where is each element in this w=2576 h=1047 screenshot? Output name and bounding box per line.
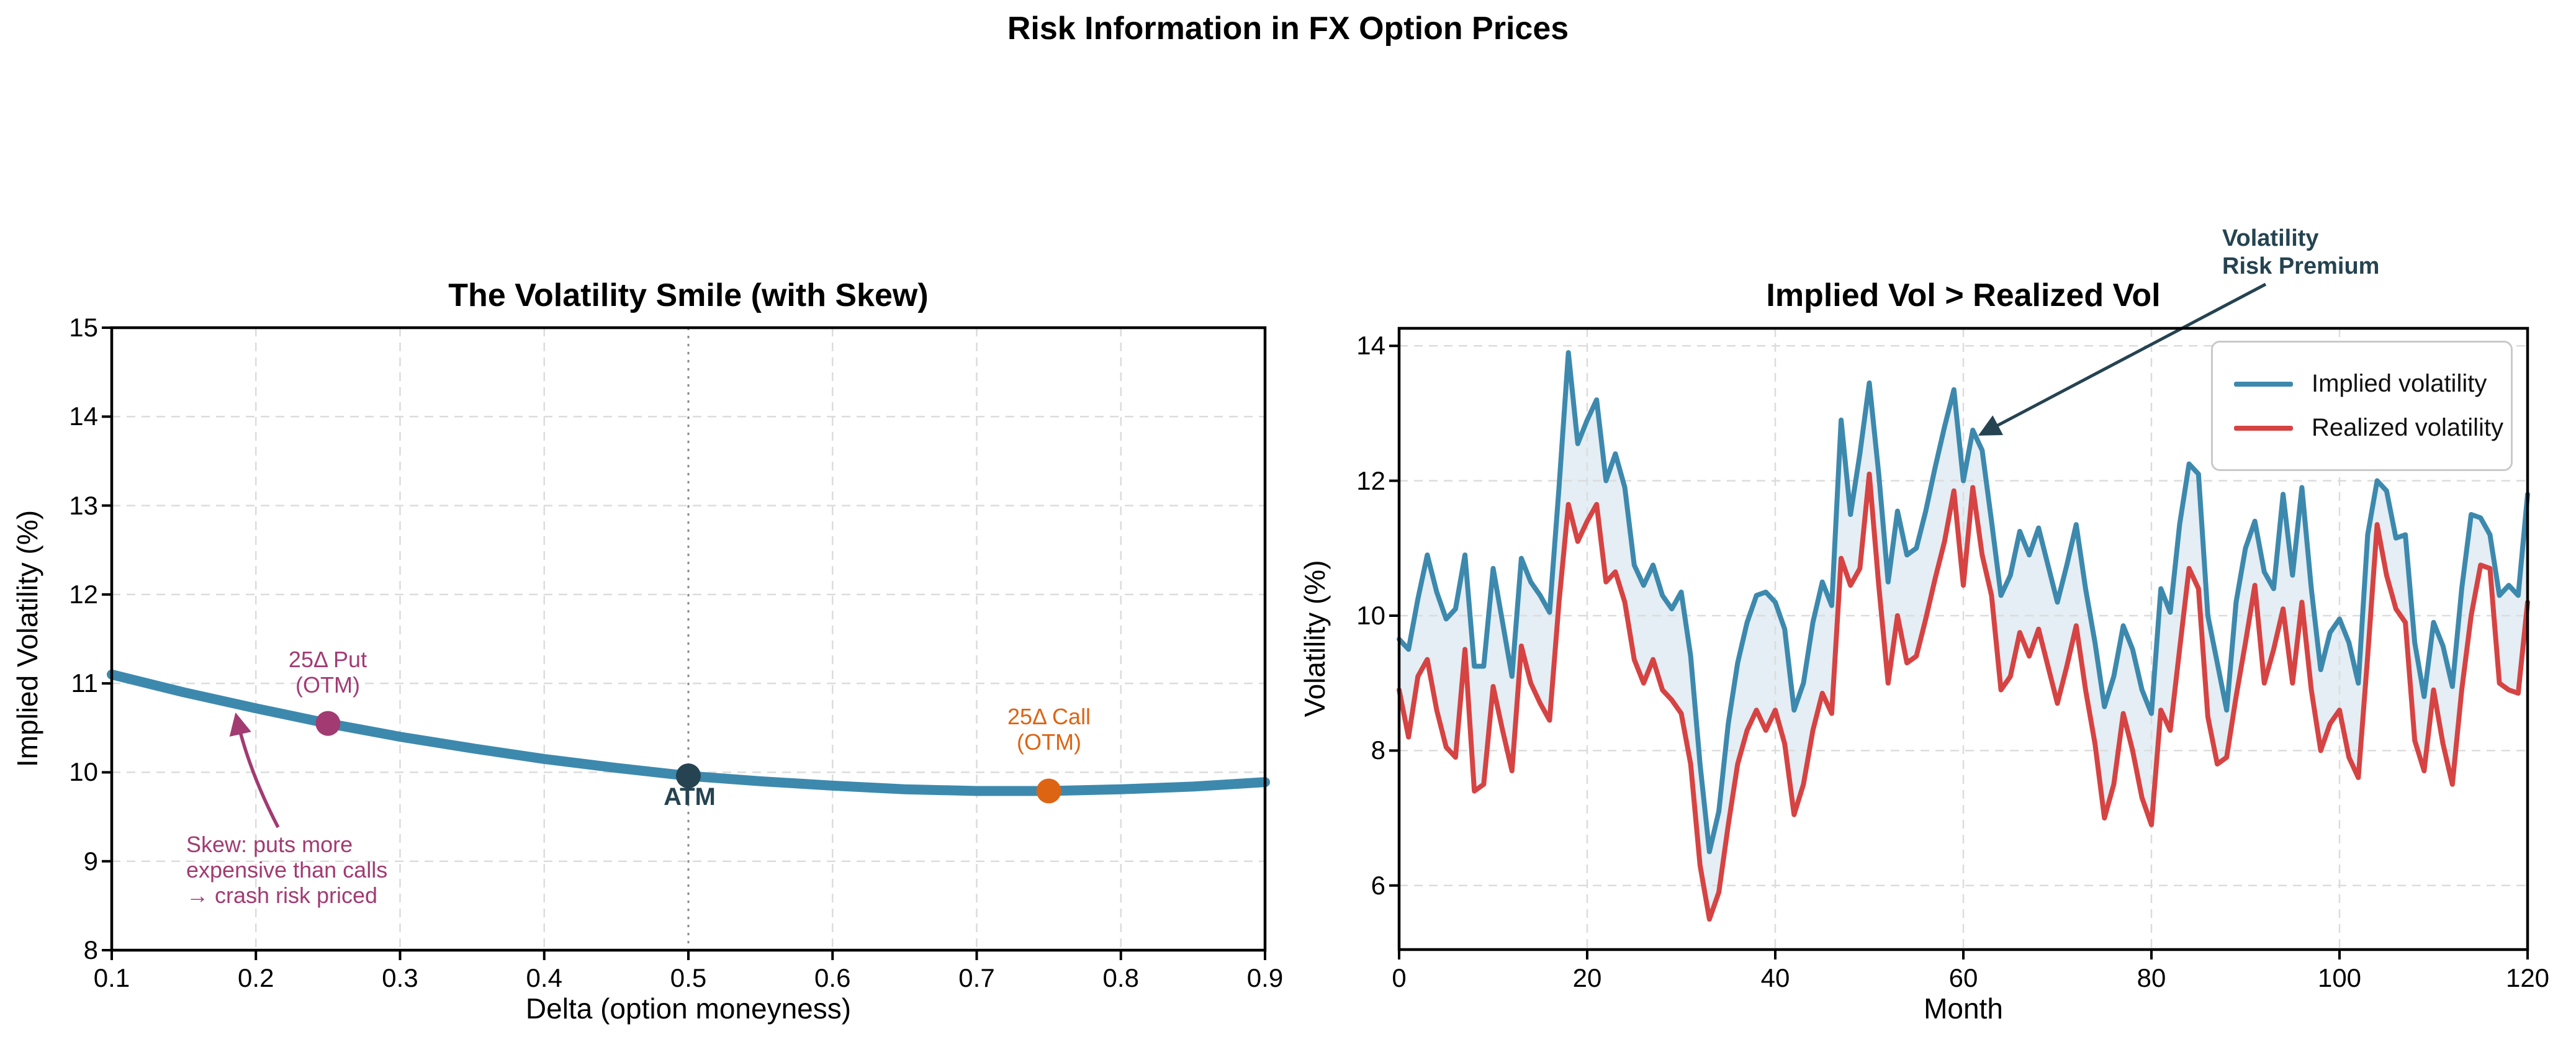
right-x-tick-label: 40 <box>1760 963 1790 992</box>
left-y-tick-label: 13 <box>69 490 98 520</box>
left-x-tick-label: 0.7 <box>958 963 995 992</box>
vrp-annotation-line2: Risk Premium <box>2222 253 2380 279</box>
skew-annotation-line1: Skew: puts more <box>186 832 353 857</box>
vrp-arrow <box>1978 282 2267 436</box>
right-y-tick-label: 6 <box>1371 870 1385 900</box>
legend-row-implied: Implied volatility <box>2234 370 2511 398</box>
call-25d-label: 25Δ Call (OTM) <box>1007 704 1091 755</box>
figure-title: Risk Information in FX Option Prices <box>1007 11 1569 47</box>
implied-line-swatch <box>2234 381 2293 387</box>
vrp-annotation: Volatility Risk Premium <box>2222 225 2379 281</box>
left-x-tick-label: 0.3 <box>382 963 418 992</box>
left-y-tick-label: 12 <box>69 579 98 609</box>
call-25d-dot <box>1036 778 1061 804</box>
implied-volatility-line <box>1397 350 2530 855</box>
legend-label-implied: Implied volatility <box>2312 370 2487 397</box>
put-25d-label: 25Δ Put (OTM) <box>289 647 367 698</box>
put-25d-dot <box>315 711 341 736</box>
right-y-tick-label: 14 <box>1356 331 1385 361</box>
left-x-tick-label: 0.6 <box>814 963 851 992</box>
left-x-tick-label: 0.2 <box>238 963 274 992</box>
left-x-axis-label: Delta (option moneyness) <box>525 992 852 1025</box>
skew-annotation-line3: → crash risk priced <box>186 883 378 908</box>
left-y-tick-label: 8 <box>83 935 98 964</box>
left-x-tick-label: 0.9 <box>1246 963 1284 992</box>
vrp-annotation-line1: Volatility <box>2222 225 2319 251</box>
left-y-tick-label: 15 <box>69 313 98 342</box>
right-y-tick-label: 12 <box>1356 465 1385 495</box>
right-x-tick-label: 60 <box>1948 963 1978 992</box>
skew-annotation: Skew: puts more expensive than calls → c… <box>186 832 387 908</box>
right-y-axis-label: Volatility (%) <box>1299 560 1331 717</box>
legend: Implied volatility Realized volatility <box>2211 341 2513 471</box>
left-x-tick-label: 0.4 <box>526 963 562 992</box>
right-y-tick-label: 8 <box>1371 735 1385 765</box>
atm-label: ATM <box>664 783 716 811</box>
left-y-tick-label: 14 <box>69 402 98 431</box>
legend-label-realized: Realized volatility <box>2312 414 2504 441</box>
left-y-axis-label: Implied Volatility (%) <box>11 510 43 768</box>
call-25d-label-line2: (OTM) <box>1017 729 1081 755</box>
left-x-tick-label: 0.1 <box>93 963 130 992</box>
right-y-tick-label: 10 <box>1356 601 1385 630</box>
left-chart-title: The Volatility Smile (with Skew) <box>448 277 929 313</box>
right-x-tick-label: 80 <box>2137 963 2166 992</box>
left-x-tick-label: 0.5 <box>670 963 707 992</box>
right-x-tick-label: 20 <box>1572 963 1602 992</box>
left-y-tick-label: 11 <box>71 668 98 698</box>
realized-volatility-line <box>1397 471 2530 922</box>
atm-dot <box>676 763 701 789</box>
put-25d-label-line1: 25Δ Put <box>288 647 367 672</box>
put-25d-label-line2: (OTM) <box>295 672 360 698</box>
right-x-tick-label: 120 <box>2505 963 2550 992</box>
legend-row-realized: Realized volatility <box>2234 414 2511 442</box>
skew-annotation-line2: expensive than calls <box>186 857 388 883</box>
right-x-tick-label: 100 <box>2317 963 2362 992</box>
left-y-tick-label: 9 <box>83 846 98 876</box>
realized-line-swatch <box>2234 425 2293 431</box>
left-y-tick-label: 10 <box>69 757 98 787</box>
right-x-tick-label: 0 <box>1392 963 1407 992</box>
right-chart-title: Implied Vol > Realized Vol <box>1766 277 2161 313</box>
skew-arrow <box>229 712 280 829</box>
call-25d-label-line1: 25Δ Call <box>1007 704 1091 729</box>
left-x-tick-label: 0.8 <box>1102 963 1139 992</box>
right-x-axis-label: Month <box>1924 992 2003 1025</box>
